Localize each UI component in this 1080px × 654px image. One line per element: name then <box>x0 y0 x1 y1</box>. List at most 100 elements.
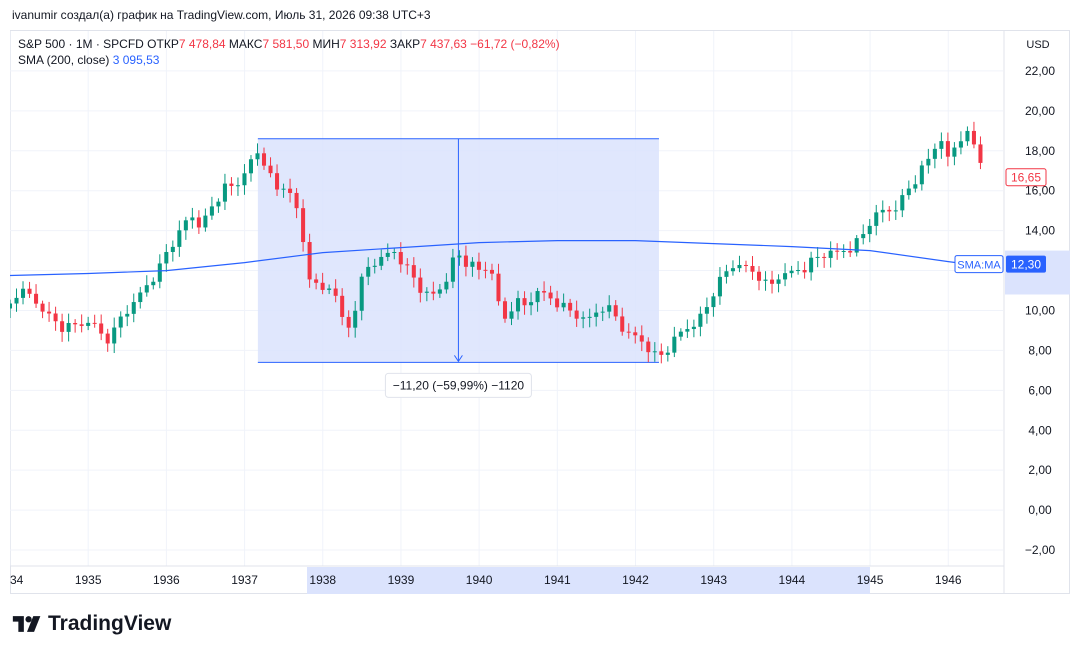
candle-body <box>900 195 905 211</box>
candle-body <box>359 276 364 311</box>
candle-body <box>685 329 690 332</box>
candle-body <box>978 144 983 163</box>
candle-body <box>730 268 735 272</box>
candle-body <box>737 264 742 269</box>
candle-body <box>463 255 468 267</box>
time-tick-label: 1938 <box>309 573 336 587</box>
legend-close-value: 7 437,63 <box>420 37 467 51</box>
candle-body <box>691 326 696 330</box>
candle-body <box>502 301 508 319</box>
candle-body <box>750 265 755 272</box>
time-tick-label: 1944 <box>779 573 806 587</box>
candle-body <box>353 310 358 328</box>
candle-body <box>783 273 788 280</box>
candle-body <box>646 341 651 353</box>
candle-body <box>281 188 286 190</box>
candle-body <box>424 291 429 293</box>
candle-body <box>170 246 175 252</box>
price-tick-label: 0,00 <box>1028 503 1052 517</box>
candle-body <box>21 288 26 298</box>
candle-body <box>183 220 188 231</box>
legend-open-label: ОТКР <box>147 37 179 51</box>
candle-body <box>665 352 670 355</box>
price-tick-label: 16,00 <box>1025 184 1055 198</box>
currency-label: USD <box>1026 39 1049 51</box>
candle-body <box>678 331 683 337</box>
price-tick-label: 10,00 <box>1025 303 1055 317</box>
candle-body <box>561 302 566 308</box>
candle-body <box>535 291 540 303</box>
legend-sma-row[interactable]: SMA (200, close) 3 095,53 <box>18 52 560 68</box>
candle-body <box>587 316 592 318</box>
candle-body <box>307 242 312 280</box>
candle-body <box>138 292 143 303</box>
candle-body <box>893 210 898 212</box>
candle-body <box>652 351 657 353</box>
candle-body <box>743 264 749 266</box>
legend-high-label: МАКС <box>228 37 263 51</box>
candle-body <box>66 322 71 332</box>
time-range-highlight <box>307 567 870 594</box>
candle-body <box>958 141 963 148</box>
time-tick-label: 1945 <box>857 573 884 587</box>
price-tick-label: −2,00 <box>1025 543 1056 557</box>
candle-body <box>405 264 410 266</box>
candle-body <box>626 331 631 333</box>
candle-body <box>340 295 345 317</box>
left-clip <box>0 31 10 594</box>
candle-body <box>542 291 547 293</box>
candle-body <box>379 256 384 266</box>
candle-body <box>14 297 19 304</box>
candle-body <box>815 256 820 258</box>
price-axis-bg <box>1004 31 1069 593</box>
legend-low-value: 7 313,92 <box>339 37 387 51</box>
measurement-label-box <box>384 372 532 398</box>
candle-body <box>529 302 534 306</box>
legend-symbol[interactable]: S&P 500 · 1M · SPCFD <box>18 37 144 51</box>
candle-body <box>698 313 703 327</box>
candle-body <box>802 270 807 273</box>
candle-body <box>835 250 840 252</box>
candle-body <box>248 159 254 174</box>
candle-body <box>105 333 110 344</box>
candle-body <box>242 173 247 186</box>
candle-body <box>607 305 612 312</box>
candle-body <box>854 238 859 253</box>
legend-sma-label[interactable]: SMA (200, close) <box>18 53 110 67</box>
time-tick-label: 1937 <box>231 573 258 587</box>
candle-body <box>489 269 494 274</box>
price-range-measurement: −11,20 (−59,99%) −1120 <box>257 138 659 398</box>
candle-body <box>222 183 227 202</box>
candle-body <box>828 250 833 258</box>
last-price-label: 16,65 <box>1011 171 1041 185</box>
measurement-arrow-head-icon <box>453 355 463 363</box>
candle-body <box>327 288 332 290</box>
candle-body <box>151 281 156 286</box>
candle-body <box>190 217 195 221</box>
candle-body <box>906 188 911 196</box>
tradingview-brand[interactable]: TradingView <box>12 612 171 636</box>
candle-body <box>945 141 950 157</box>
time-tick-label: 1940 <box>466 573 493 587</box>
candle-body <box>613 305 618 317</box>
candle-body <box>216 201 221 207</box>
candle-body <box>861 234 866 239</box>
price-axis: USD22,0020,0018,0016,0014,0012,0010,008,… <box>954 31 1070 593</box>
legend-symbol-row: S&P 500 · 1M · SPCFD ОТКР7 478,84 МАКС7 … <box>18 36 560 52</box>
time-tick-label: 1941 <box>544 573 571 587</box>
candle-body <box>711 296 716 308</box>
candle-body <box>437 289 442 294</box>
candle-body <box>268 165 273 174</box>
candle-body <box>848 251 853 253</box>
candle-body <box>509 311 514 319</box>
price-tick-label: 6,00 <box>1028 383 1052 397</box>
candle-body <box>288 188 293 193</box>
candle-body <box>372 265 377 267</box>
candle-body <box>704 307 709 314</box>
candle-body <box>431 291 436 294</box>
candle-body <box>34 293 39 304</box>
candle-body <box>568 302 573 311</box>
time-tick-label: 1936 <box>153 573 180 587</box>
candle-body <box>841 251 846 253</box>
